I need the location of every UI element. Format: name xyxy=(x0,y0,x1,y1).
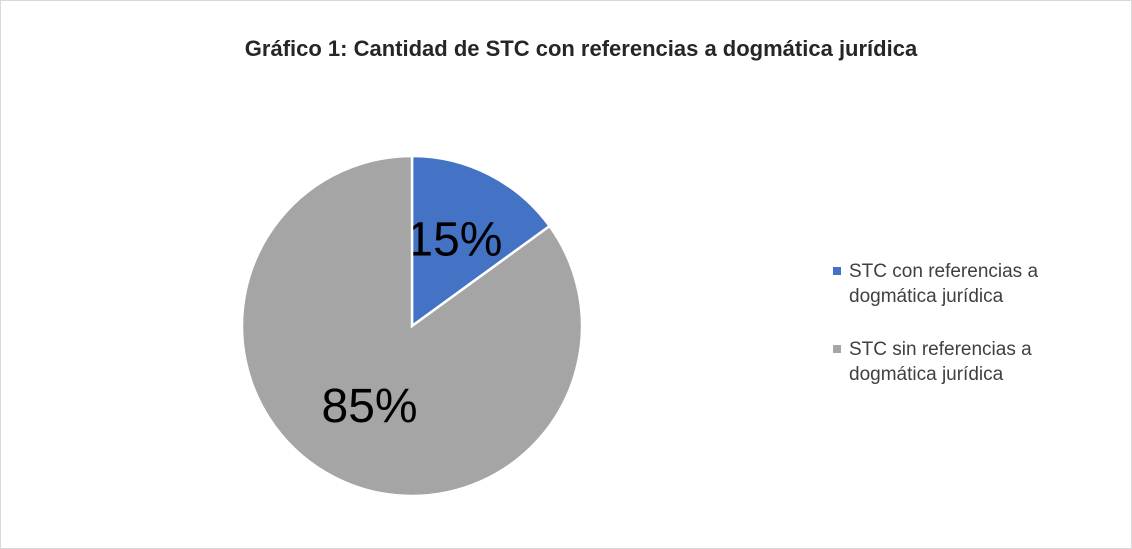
legend-entry: STC con referencias a dogmática jurídica xyxy=(833,259,1103,309)
pie-slice xyxy=(240,154,584,498)
legend-swatch xyxy=(833,267,841,275)
data-label: 85% xyxy=(322,380,418,433)
chart-title: Gráfico 1: Cantidad de STC con referenci… xyxy=(244,36,918,61)
legend-label: STC con referencias a dogmática jurídica xyxy=(849,261,1039,307)
pie-slice xyxy=(410,154,552,329)
data-label: 15% xyxy=(406,213,502,266)
legend-swatch xyxy=(833,345,841,353)
legend-label: STC sin referencias a dogmática jurídica xyxy=(849,339,1032,385)
legend-entry: STC sin referencias a dogmática jurídica xyxy=(833,337,1103,387)
